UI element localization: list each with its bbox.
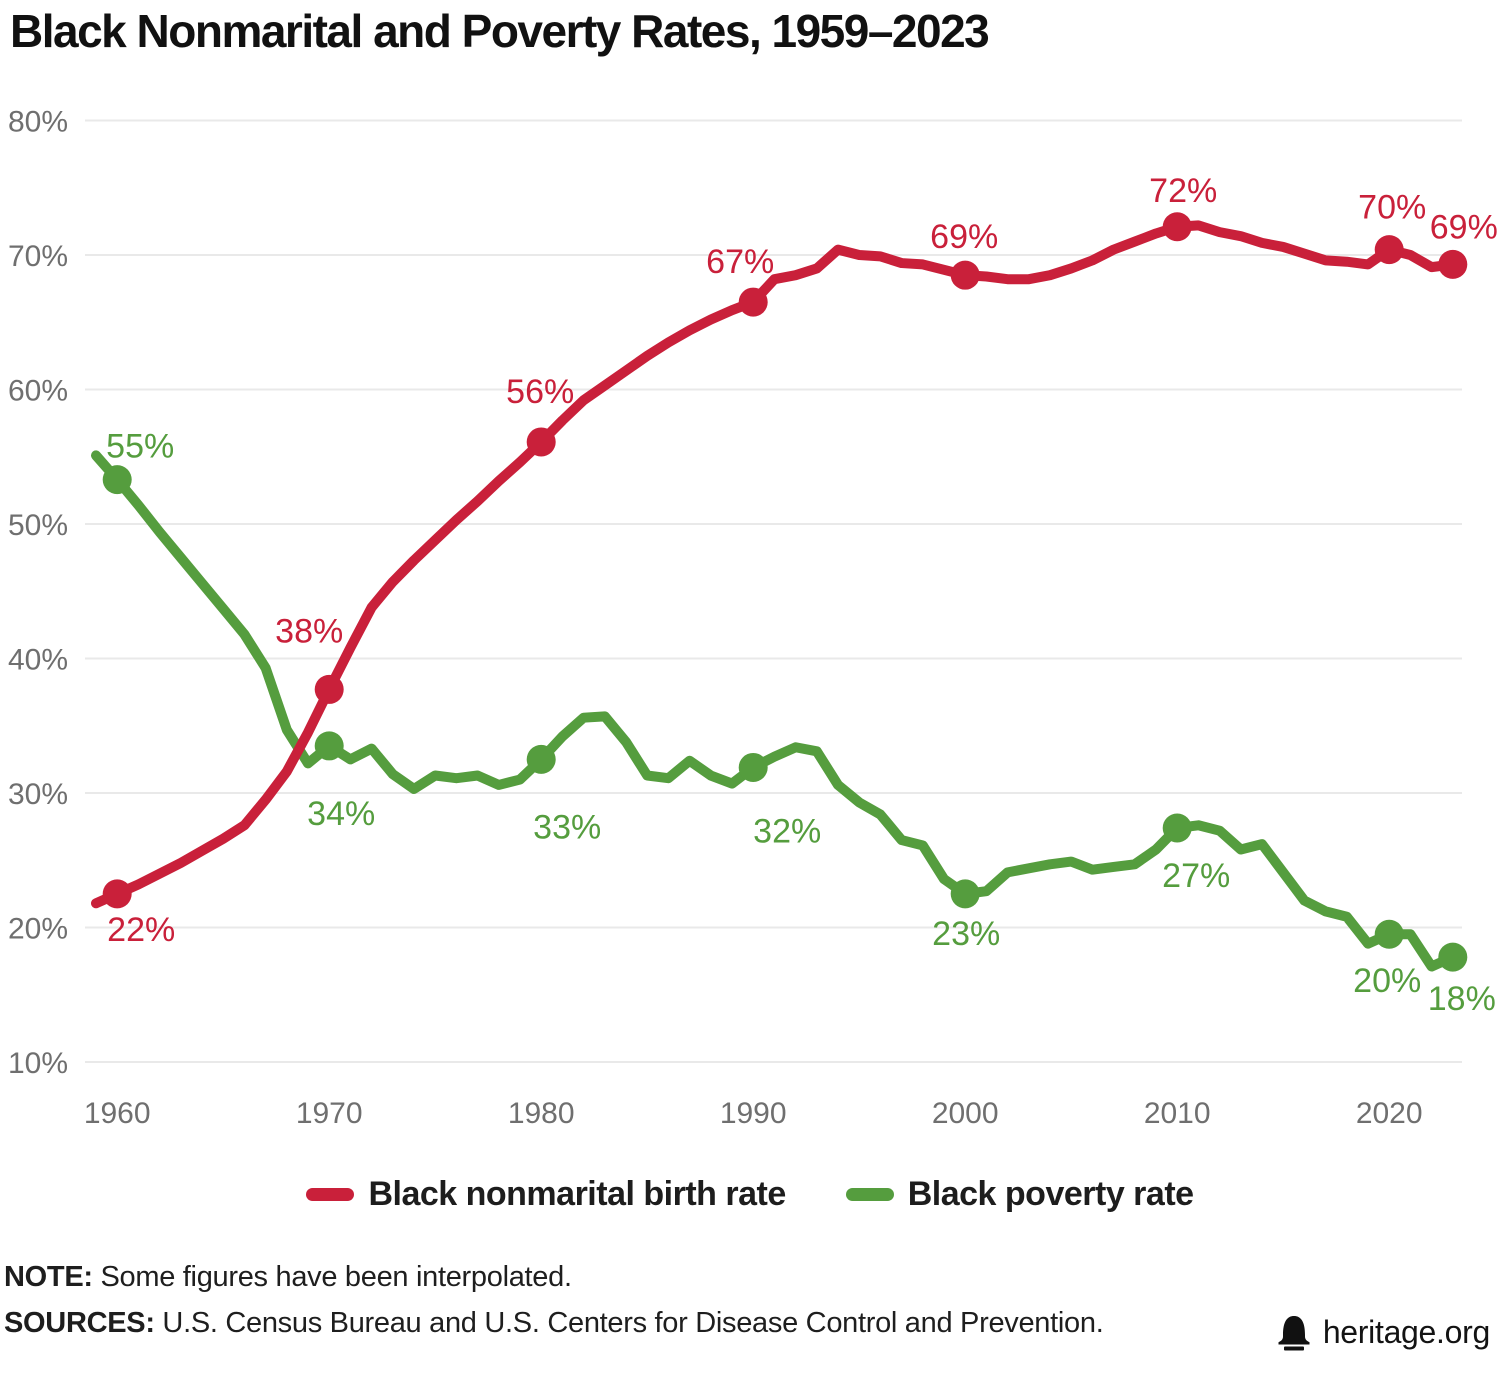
data-point-marker	[1438, 942, 1468, 972]
data-point-label: 72%	[1149, 171, 1217, 209]
legend-label: Black nonmarital birth rate	[368, 1175, 786, 1214]
sources-row: SOURCES: U.S. Census Bureau and U.S. Cen…	[4, 1305, 1490, 1351]
y-axis-label-10%: 10%	[8, 1047, 68, 1080]
chart-title: Black Nonmarital and Poverty Rates, 1959…	[10, 5, 990, 57]
footer: NOTE: Some figures have been interpolate…	[0, 1259, 1500, 1352]
sources-text: U.S. Census Bureau and U.S. Centers for …	[154, 1306, 1104, 1339]
data-point-label: 33%	[533, 808, 601, 846]
note-label: NOTE:	[4, 1260, 93, 1293]
legend-item-1: Black poverty rate	[845, 1175, 1194, 1214]
legend-label: Black poverty rate	[907, 1175, 1194, 1214]
sources-label: SOURCES:	[4, 1306, 155, 1339]
data-point-label: 69%	[1430, 208, 1498, 246]
series-line-0	[91, 220, 1458, 908]
data-point-marker	[526, 427, 556, 457]
data-point-marker	[950, 878, 980, 908]
data-point-marker	[738, 752, 768, 782]
note-line: NOTE: Some figures have been interpolate…	[4, 1259, 1490, 1295]
data-point-marker	[950, 260, 980, 290]
data-point-marker	[1374, 234, 1404, 264]
data-point-marker	[314, 731, 344, 761]
data-point-label: 69%	[930, 218, 998, 256]
x-axis-label-1990: 1990	[720, 1097, 787, 1130]
data-point-marker	[1162, 211, 1192, 241]
data-point-label: 70%	[1358, 188, 1426, 226]
line-chart: 80% 70% 60% 50% 40% 30% 20% 10% 1960 1970 1980 1990…	[8, 105, 1498, 1130]
data-point-label: 23%	[932, 914, 1000, 952]
x-axis-label-1980: 1980	[508, 1097, 575, 1130]
data-point-marker	[314, 674, 344, 704]
data-point-marker	[1374, 919, 1404, 949]
legend-swatch-icon	[845, 1188, 894, 1202]
y-axis-label-30%: 30%	[8, 778, 68, 811]
series-line-1	[91, 449, 1458, 972]
y-axis-label-40%: 40%	[8, 643, 68, 676]
x-axis-label-2000: 2000	[932, 1097, 999, 1130]
y-axis-label-20%: 20%	[8, 912, 68, 945]
x-axis-label-2010: 2010	[1144, 1097, 1211, 1130]
data-point-marker	[102, 878, 132, 908]
sources-line: SOURCES: U.S. Census Bureau and U.S. Cen…	[4, 1305, 1104, 1341]
legend-item-0: Black nonmarital birth rate	[306, 1175, 786, 1214]
data-point-label: 20%	[1353, 962, 1421, 1000]
data-point-marker	[526, 744, 556, 774]
data-point-marker	[102, 464, 132, 494]
data-point-label: 55%	[106, 427, 174, 465]
data-point-marker	[738, 287, 768, 317]
y-axis-label-70%: 70%	[8, 240, 68, 273]
x-axis-label-1960: 1960	[84, 1097, 151, 1130]
data-point-label: 34%	[307, 795, 375, 833]
data-point-label: 67%	[706, 243, 774, 281]
liberty-bell-icon	[1278, 1316, 1310, 1351]
y-axis-label-80%: 80%	[8, 105, 68, 138]
data-point-marker	[1438, 249, 1468, 279]
data-point-label: 32%	[753, 812, 821, 850]
x-axis-label-2020: 2020	[1356, 1097, 1423, 1130]
data-point-label: 38%	[275, 612, 343, 650]
data-point-label: 56%	[506, 373, 574, 411]
chart-page: Black Nonmarital and Poverty Rates, 1959…	[0, 6, 1500, 1379]
x-axis-label-1970: 1970	[296, 1097, 363, 1130]
legend-swatch-icon	[306, 1188, 355, 1202]
y-axis-label-50%: 50%	[8, 509, 68, 542]
data-point-label: 18%	[1428, 980, 1496, 1018]
note-text: Some figures have been interpolated.	[92, 1260, 572, 1293]
data-point-label: 27%	[1162, 857, 1230, 895]
brand: heritage.org	[1275, 1313, 1490, 1351]
data-point-marker	[1162, 813, 1192, 843]
legend: Black nonmarital birth rate Black poverty…	[0, 1171, 1500, 1219]
y-axis-label-60%: 60%	[8, 374, 68, 407]
data-point-label: 22%	[107, 910, 175, 948]
brand-text: heritage.org	[1322, 1313, 1490, 1350]
